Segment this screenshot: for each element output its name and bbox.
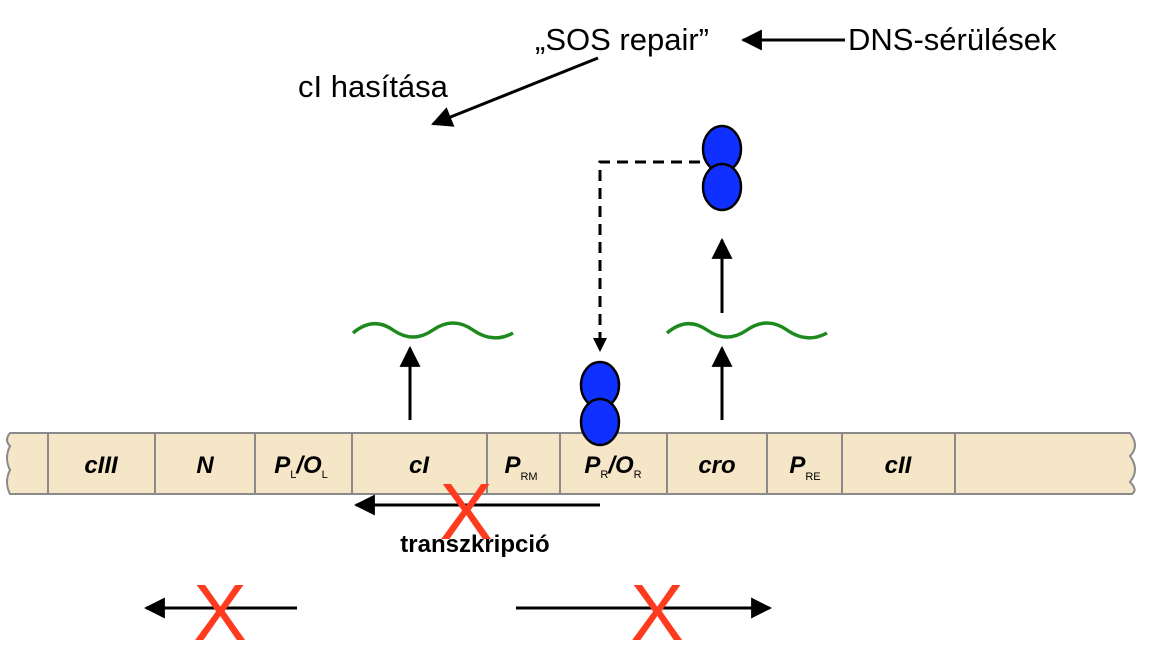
segment-ci: cI — [409, 452, 430, 479]
sos-to-ci-arrow — [431, 56, 599, 127]
block-cross-3: X — [630, 568, 683, 652]
cro-dimer-top — [701, 124, 743, 212]
transcription-label: transzkripció — [400, 531, 549, 558]
segment-pre: PRE — [789, 452, 820, 483]
segment-ciii: cIII — [84, 452, 119, 479]
block-cross-1: X — [439, 467, 492, 556]
ci-mrna-wave — [351, 321, 514, 340]
segment-n: N — [196, 452, 214, 479]
segment-prm: PRM — [504, 452, 537, 483]
ci-cleavage-label: cI hasítása — [298, 69, 449, 104]
dna-strip — [6, 432, 1136, 495]
block-cross-2: X — [193, 568, 246, 652]
dashed-binding-path — [598, 160, 700, 342]
sos-repair-label: „SOS repair” — [535, 22, 709, 57]
segment-cro: cro — [698, 452, 735, 479]
segment-cii: cII — [885, 452, 913, 479]
segment-pr-or: PR/OR — [584, 452, 641, 481]
cro-dimer-bound — [579, 360, 621, 447]
dashed-arrowhead — [593, 338, 607, 352]
dns-damage-label: DNS-sérülések — [848, 22, 1057, 57]
cro-mrna-wave — [665, 321, 828, 340]
segment-pl-ol: PL/OL — [274, 452, 328, 481]
